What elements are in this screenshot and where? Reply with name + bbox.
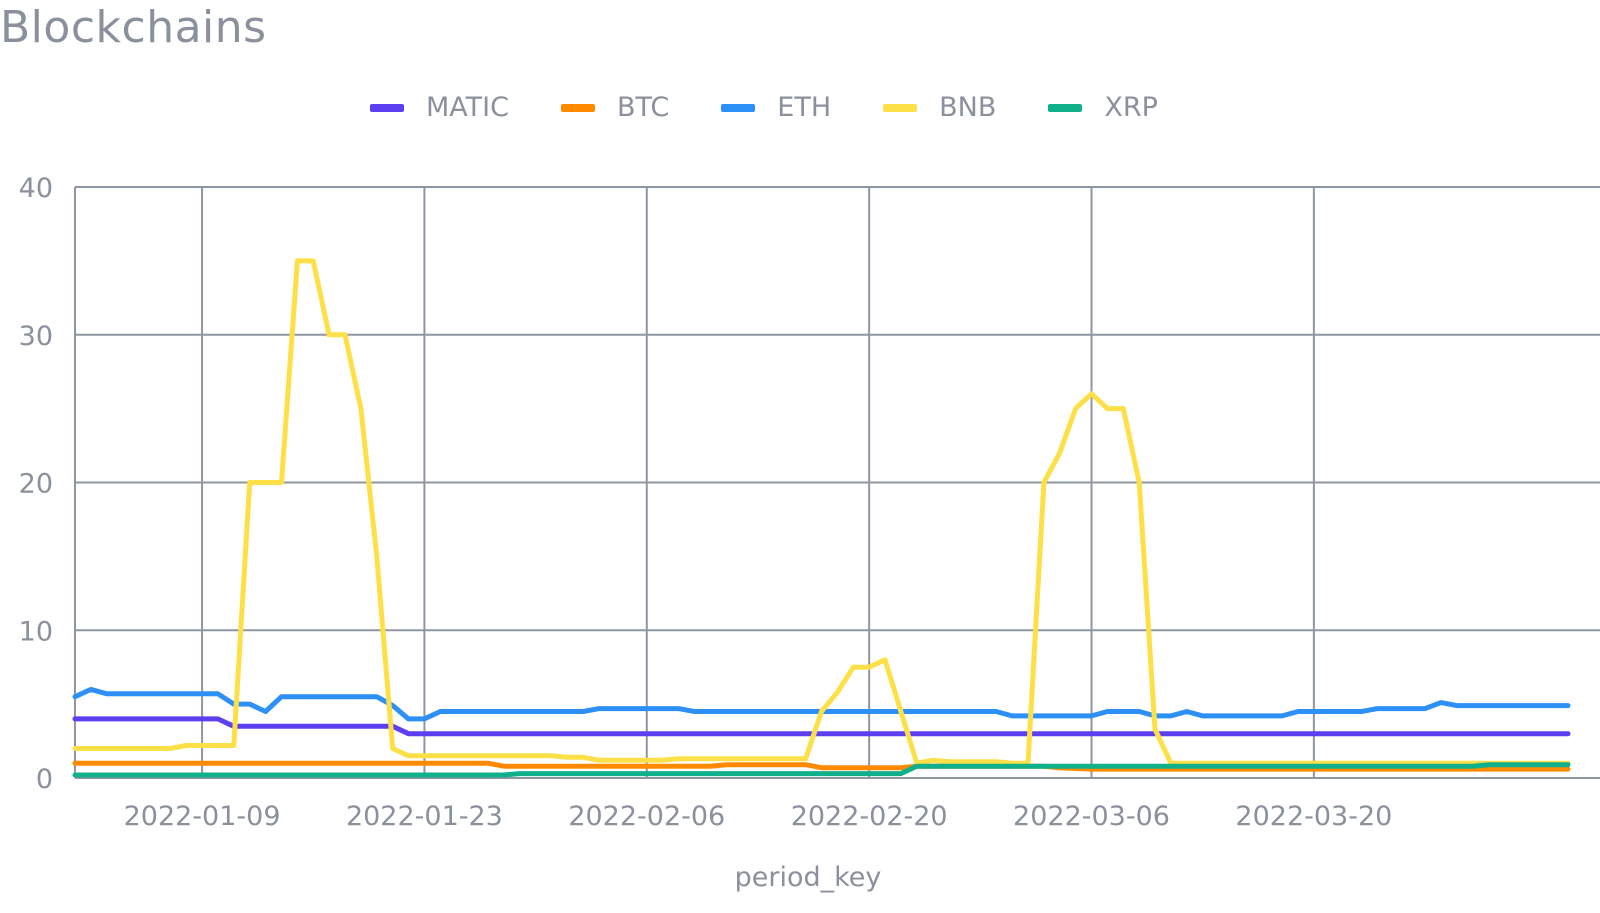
x-tick-label: 2022-03-20 — [1235, 801, 1392, 832]
series-line-eth[interactable] — [72, 686, 1571, 722]
y-tick-label: 20 — [19, 469, 53, 500]
y-tick-label: 40 — [19, 173, 53, 204]
legend-item-matic[interactable]: MATIC — [370, 92, 509, 123]
series-lines — [72, 258, 1571, 778]
legend-label-eth: ETH — [777, 92, 832, 123]
series-line-bnb[interactable] — [72, 258, 1571, 766]
legend-swatch-bnb — [883, 103, 918, 112]
legend-swatch-btc — [560, 103, 595, 112]
x-tick-label: 2022-01-09 — [124, 801, 281, 832]
y-tick-label: 0 — [36, 764, 53, 795]
legend: MATIC BTC ETH BNB XRP — [370, 92, 1210, 123]
series-line-xrp[interactable] — [72, 762, 1571, 778]
legend-item-bnb[interactable]: BNB — [883, 92, 996, 123]
x-tick-label: 2022-01-23 — [346, 801, 503, 832]
legend-item-eth[interactable]: ETH — [721, 92, 831, 123]
x-axis-ticks: 2022-01-09 2022-01-23 2022-02-06 2022-02-20… — [124, 801, 1393, 832]
legend-swatch-eth — [721, 103, 756, 112]
y-axis-ticks: 0 10 20 30 40 — [19, 173, 53, 795]
legend-item-xrp[interactable]: XRP — [1048, 92, 1158, 123]
chart-title: Blockchains — [0, 2, 267, 53]
x-tick-label: 2022-03-06 — [1013, 801, 1170, 832]
x-tick-label: 2022-02-06 — [568, 801, 725, 832]
series-line-matic[interactable] — [72, 716, 1571, 737]
x-axis-label: period_key — [735, 862, 882, 893]
legend-label-matic: MATIC — [426, 92, 509, 123]
legend-item-btc[interactable]: BTC — [560, 92, 670, 123]
y-tick-label: 30 — [19, 321, 53, 352]
legend-swatch-xrp — [1048, 103, 1083, 112]
y-tick-label: 10 — [19, 616, 53, 647]
x-tick-label: 2022-02-20 — [791, 801, 948, 832]
legend-label-bnb: BNB — [939, 92, 997, 123]
legend-swatch-matic — [370, 103, 404, 112]
legend-label-xrp: XRP — [1104, 92, 1158, 123]
legend-label-btc: BTC — [616, 92, 670, 123]
